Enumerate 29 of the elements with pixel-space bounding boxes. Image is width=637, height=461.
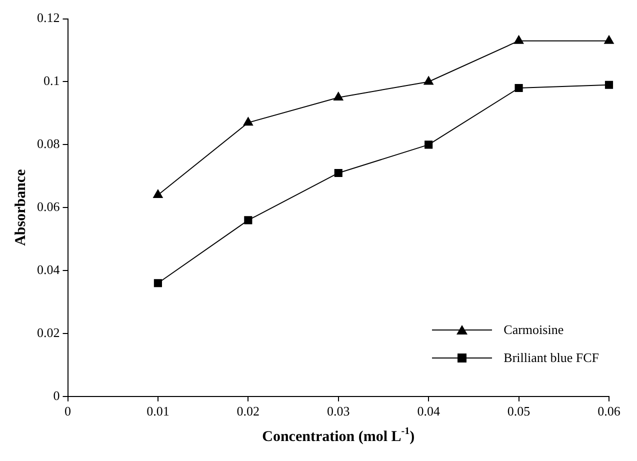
- y-axis-title: Absorbance: [12, 168, 29, 246]
- point: [424, 140, 433, 149]
- point: [243, 117, 253, 126]
- y-tick-label: 0.08: [37, 136, 60, 152]
- y-tick-label: 0: [53, 388, 60, 403]
- y-tick-label: 0.1: [44, 73, 60, 88]
- legend-label: Carmoisine: [504, 322, 564, 338]
- point: [154, 279, 162, 288]
- point: [604, 35, 614, 44]
- x-tick-label: 0.05: [507, 404, 530, 419]
- point: [334, 92, 344, 100]
- y-tick-label: 0.06: [37, 199, 60, 214]
- x-tick-label: 0.03: [327, 404, 350, 419]
- point: [514, 35, 524, 44]
- point: [334, 168, 342, 178]
- legend-label: Brilliant blue FCF: [504, 350, 599, 366]
- y-tick-label: 0.04: [37, 262, 60, 277]
- x-tick-label: 0.01: [146, 404, 170, 419]
- x-tick-label: 0.06: [598, 404, 621, 419]
- point: [244, 216, 252, 224]
- point: [153, 190, 163, 198]
- point: [424, 76, 434, 85]
- x-tick-label: 0.04: [417, 404, 440, 419]
- point: [604, 80, 614, 89]
- y-tick-label: 0.12: [37, 10, 60, 26]
- x-tick-label: 0: [64, 404, 71, 419]
- x-tick-label: 0.02: [236, 404, 260, 419]
- y-tick-label: 0.02: [37, 324, 60, 340]
- point: [514, 84, 523, 92]
